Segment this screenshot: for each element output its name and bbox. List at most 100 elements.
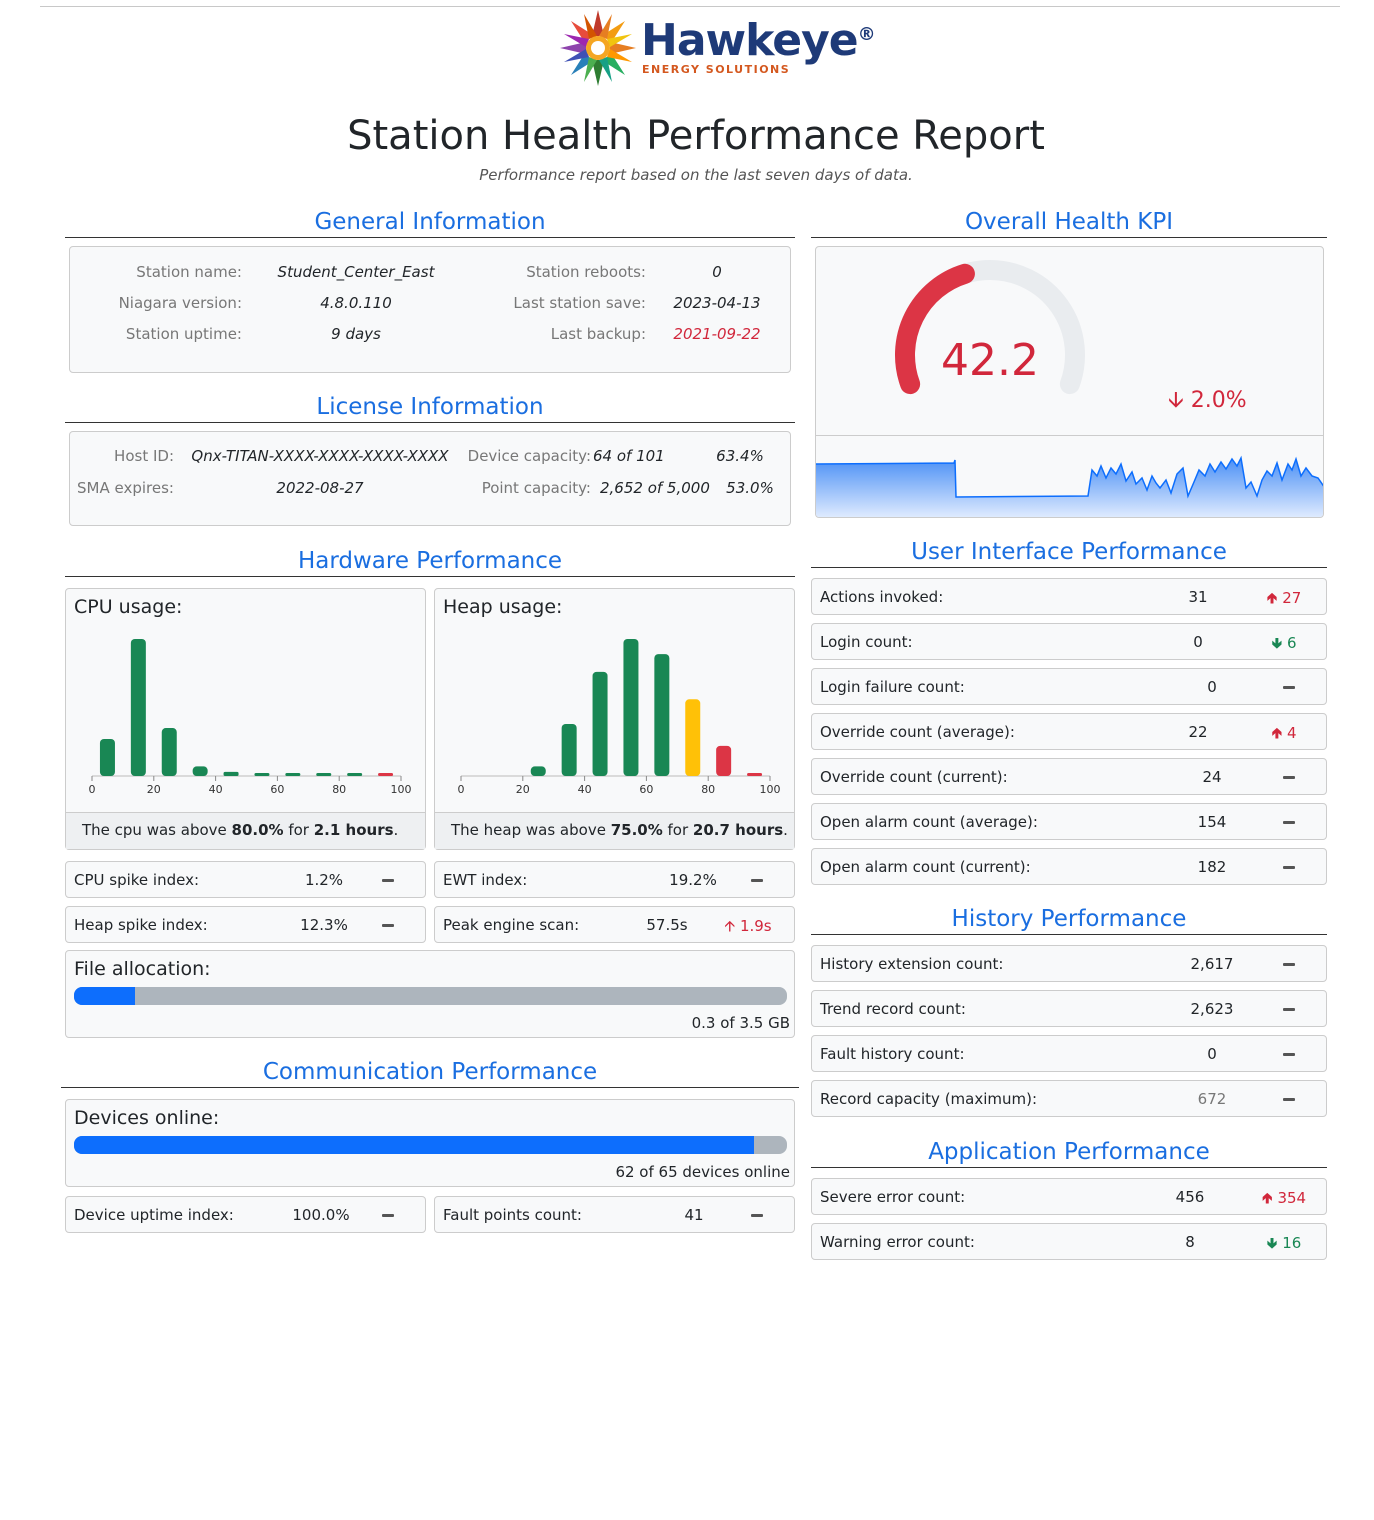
file-allocation-fill xyxy=(74,987,136,1005)
trend-value: 1.9s xyxy=(739,917,772,935)
metric-value: 1.2% xyxy=(304,871,344,889)
heap-histogram-bar xyxy=(561,723,577,776)
last-backup-label: Last backup: xyxy=(550,325,646,343)
kpi-card: 42.2 🡫 2.0% xyxy=(815,246,1324,518)
arrow-down-icon: 🡫 xyxy=(1168,388,1184,413)
metric-label: Open alarm count (current): xyxy=(820,858,1031,876)
heap-histogram-x-tick-label: 0 xyxy=(458,783,465,796)
devices-online-title: Devices online: xyxy=(74,1107,220,1129)
cpu-note-duration: 2.1 hours xyxy=(313,821,394,839)
no-change-icon xyxy=(1254,1045,1324,1063)
heap-note-threshold: 75.0% xyxy=(610,821,663,839)
metric-row: Override count (current): 24 xyxy=(811,758,1327,795)
metric-row: Severe error count: 456 🢁 354 xyxy=(811,1178,1327,1215)
metric-row: Override count (average): 22 🢁 4 xyxy=(811,713,1327,750)
metric-row: Trend record count: 2,623 xyxy=(811,990,1327,1027)
arrow-up-icon: 🢁 xyxy=(1271,724,1287,742)
hawkeye-logo: Hawkeye® ENERGY SOLUTIONS xyxy=(558,8,876,88)
sma-expires-label: SMA expires: xyxy=(77,479,174,497)
devices-online-bar xyxy=(74,1136,787,1154)
metric-label: CPU spike index: xyxy=(74,871,200,889)
metric-value: 672 xyxy=(1197,1090,1227,1108)
devices-online-fill xyxy=(74,1136,755,1154)
heap-usage-note: The heap was above 75.0% for 20.7 hours. xyxy=(435,812,794,849)
heap-note-duration: 20.7 hours xyxy=(692,821,784,839)
heap-spike-index-row: Heap spike index: 12.3% xyxy=(65,906,426,943)
device-capacity-value: 64 of 101 xyxy=(593,447,665,465)
trend-value: 16 xyxy=(1282,1234,1302,1252)
metric-label: Actions invoked: xyxy=(820,588,944,606)
host-id-label: Host ID: xyxy=(114,447,174,465)
heap-histogram-bar xyxy=(716,745,732,776)
point-capacity-percent: 53.0% xyxy=(726,479,774,497)
metric-label: Trend record count: xyxy=(820,1000,966,1018)
kpi-value: 42.2 xyxy=(941,335,1039,386)
arrow-up-icon: 🡩 xyxy=(724,917,736,935)
heap-note-prefix: The heap was above xyxy=(451,821,611,839)
heap-histogram-bar xyxy=(592,671,608,776)
kpi-gauge-fill xyxy=(895,263,975,395)
fault-points-count-row: Fault points count: 41 xyxy=(434,1196,795,1233)
cpu-histogram-bar xyxy=(254,773,270,776)
metric-row: Record capacity (maximum): 672 xyxy=(811,1080,1327,1117)
heap-histogram-bar xyxy=(623,639,639,776)
cpu-usage-card: CPU usage: 0 20 40 60 80 100 The cpu was abov… xyxy=(65,588,426,850)
trend-value: 4 xyxy=(1287,724,1297,742)
no-change-icon xyxy=(1254,813,1324,831)
logo-tagline: ENERGY SOLUTIONS xyxy=(642,63,791,76)
cpu-histogram-bar xyxy=(347,773,363,776)
logo-wordmark: Hawkeye® xyxy=(641,15,876,66)
cpu-note-mid: for xyxy=(283,821,314,839)
station-uptime-label: Station uptime: xyxy=(125,325,242,343)
device-capacity-percent: 63.4% xyxy=(716,447,764,465)
general-info-heading: General Information xyxy=(65,207,795,238)
heap-histogram-x-tick-label: 100 xyxy=(760,783,781,796)
metric-value: 41 xyxy=(684,1206,704,1224)
kpi-heading: Overall Health KPI xyxy=(811,207,1327,238)
application-heading: Application Performance xyxy=(811,1137,1327,1168)
metric-row: Warning error count: 8 🢃 16 xyxy=(811,1223,1327,1260)
cpu-histogram-x-tick-label: 20 xyxy=(147,783,161,796)
metric-value: 31 xyxy=(1188,588,1208,606)
metric-value: 2,617 xyxy=(1190,955,1234,973)
arrow-up-icon: 🢁 xyxy=(1261,1189,1278,1207)
station-name-label: Station name: xyxy=(136,263,242,281)
host-id-value: Qnx-TITAN-XXXX-XXXX-XXXX-XXXX xyxy=(191,447,449,465)
metric-label: Login failure count: xyxy=(820,678,965,696)
trend-value: 27 xyxy=(1282,589,1302,607)
heap-usage-title: Heap usage: xyxy=(443,596,563,618)
heap-histogram-bar xyxy=(747,773,763,776)
cpu-usage-chart: 0 20 40 60 80 100 xyxy=(89,639,412,796)
cpu-histogram-x-tick-label: 60 xyxy=(270,783,284,796)
last-station-save-label: Last station save: xyxy=(513,294,646,312)
heap-histogram-x-tick-label: 60 xyxy=(639,783,653,796)
cpu-histogram-bar xyxy=(99,739,115,776)
niagara-version-value: 4.8.0.110 xyxy=(320,294,392,312)
metric-row: Open alarm count (current): 182 xyxy=(811,848,1327,885)
metric-value: 57.5s xyxy=(646,916,688,934)
heap-usage-card: Heap usage: 0 20 40 60 80 100 The heap was ab… xyxy=(434,588,795,850)
metric-label: History extension count: xyxy=(820,955,1004,973)
cpu-histogram-bar xyxy=(223,771,239,776)
heap-histogram-x-tick-label: 20 xyxy=(516,783,530,796)
no-change-icon xyxy=(722,871,792,889)
metric-value: 0 xyxy=(1207,1045,1217,1063)
kpi-divider xyxy=(816,435,1323,436)
cpu-histogram-bar xyxy=(192,766,208,776)
arrow-up-icon: 🢁 xyxy=(1266,589,1283,607)
no-change-icon xyxy=(353,871,423,889)
no-change-icon xyxy=(1254,768,1324,786)
metric-value: 12.3% xyxy=(300,916,348,934)
heap-note-mid: for xyxy=(662,821,693,839)
last-backup-value: 2021-09-22 xyxy=(673,325,761,343)
metric-trend: 🡩 1.9s xyxy=(713,916,783,941)
cpu-histogram-x-tick-label: 80 xyxy=(332,783,346,796)
sparkline-area xyxy=(816,458,1323,517)
file-allocation-card: File allocation: 0.3 of 3.5 GB xyxy=(65,950,795,1038)
cpu-usage-note: The cpu was above 80.0% for 2.1 hours. xyxy=(66,812,425,849)
trend-value: 354 xyxy=(1277,1189,1307,1207)
ui-perf-heading: User Interface Performance xyxy=(811,537,1327,568)
metric-value: 456 xyxy=(1175,1188,1205,1206)
cpu-histogram-x-tick-label: 0 xyxy=(89,783,96,796)
devices-online-note: 62 of 65 devices online xyxy=(615,1163,790,1181)
